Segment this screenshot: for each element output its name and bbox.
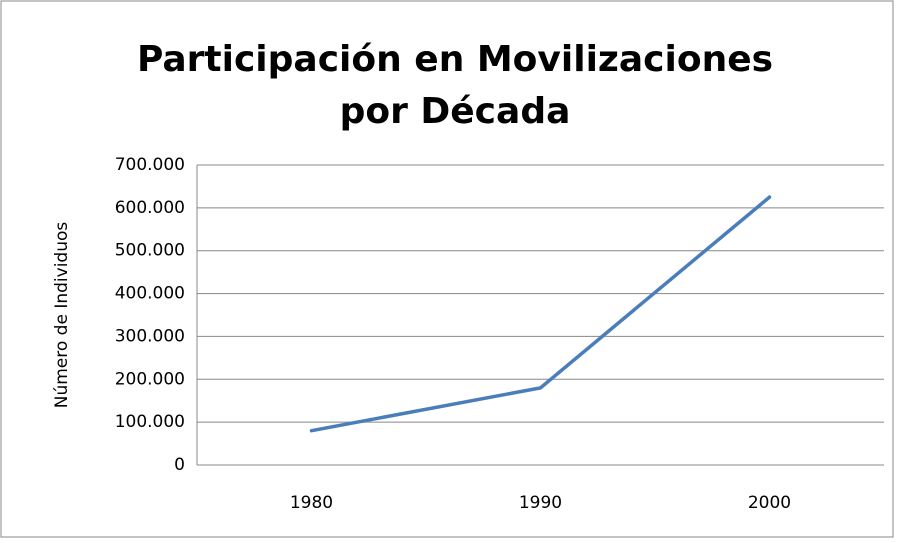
y-tick-label: 100.000: [115, 412, 185, 432]
y-tick-label: 200.000: [115, 369, 185, 389]
y-tick-label: 700.000: [115, 155, 185, 175]
y-tick-label: 600.000: [115, 198, 185, 218]
x-tick-label: 1980: [290, 493, 333, 513]
x-tick-label: 2000: [748, 493, 791, 513]
y-tick-label: 0: [174, 455, 185, 475]
y-tick-label: 300.000: [115, 326, 185, 346]
y-axis-label: Número de Individuos: [52, 222, 72, 409]
y-tick-label: 500.000: [115, 241, 185, 261]
chart-title: Participación en Movilizaciones por Déca…: [136, 39, 774, 132]
data-line: [309, 195, 772, 433]
y-tick-label: 400.000: [115, 284, 185, 304]
x-tick-label: 1990: [519, 493, 562, 513]
